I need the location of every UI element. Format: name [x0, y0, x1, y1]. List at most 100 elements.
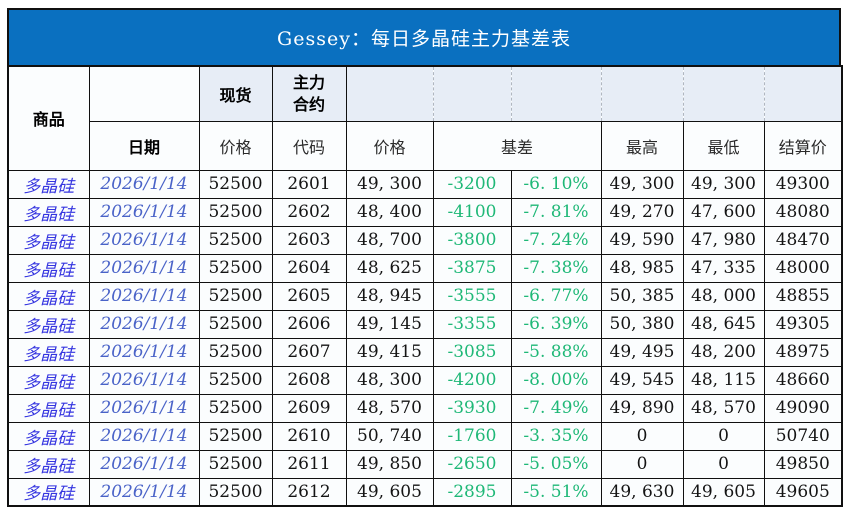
col-header-date: 日期 — [88, 120, 200, 171]
cell-price: 48, 700 — [345, 225, 434, 255]
cell-basis-percent: -3. 35% — [510, 421, 602, 451]
cell-basis: -4100 — [432, 197, 512, 227]
cell-spot-price: 52500 — [198, 309, 273, 339]
cell-basis-percent: -7. 81% — [510, 197, 602, 227]
basis-table: 商品 现货 主力 合约 日期 价格 代码 价格 基差 最高 — [7, 65, 843, 507]
cell-low: 49, 605 — [682, 477, 765, 507]
cell-product: 多晶硅 — [7, 477, 90, 507]
cell-price: 48, 625 — [345, 253, 434, 283]
cell-date: 2026/1/14 — [88, 449, 200, 479]
cell-spot-price: 52500 — [198, 449, 273, 479]
cell-basis-percent: -6. 77% — [510, 281, 602, 311]
cell-settlement: 49300 — [763, 169, 843, 199]
cell-settlement: 49605 — [763, 477, 843, 507]
cell-date: 2026/1/14 — [88, 337, 200, 367]
cell-settlement: 48000 — [763, 253, 843, 283]
cell-basis: -2895 — [432, 477, 512, 507]
cell-spot-price: 52500 — [198, 477, 273, 507]
cell-basis: -3085 — [432, 337, 512, 367]
cell-low: 49, 300 — [682, 169, 765, 199]
header-cell-empty-above-date — [88, 65, 200, 122]
cell-spot-price: 52500 — [198, 169, 273, 199]
cell-basis: -3355 — [432, 309, 512, 339]
cell-contract-code: 2602 — [271, 197, 347, 227]
col-header-spot: 现货 — [198, 65, 273, 122]
cell-high: 49, 590 — [600, 225, 684, 255]
table-row: 多晶硅 2026/1/14 52500 2605 48, 945 -3555 -… — [7, 281, 843, 311]
cell-spot-price: 52500 — [198, 393, 273, 423]
cell-spot-price: 52500 — [198, 225, 273, 255]
cell-date: 2026/1/14 — [88, 225, 200, 255]
cell-basis: -4200 — [432, 365, 512, 395]
header-cell-empty-5 — [682, 65, 764, 122]
cell-high: 49, 545 — [600, 365, 684, 395]
cell-contract-code: 2604 — [271, 253, 347, 283]
header-row-bottom: 日期 价格 代码 价格 基差 最高 最低 结算价 — [8, 120, 843, 171]
header-cell-empty-3 — [510, 65, 601, 122]
cell-low: 47, 980 — [682, 225, 765, 255]
header-cell-empty-4 — [600, 65, 683, 122]
cell-settlement: 48975 — [763, 337, 843, 367]
cell-product: 多晶硅 — [7, 225, 90, 255]
cell-price: 49, 415 — [345, 337, 434, 367]
table-header: 商品 现货 主力 合约 日期 价格 代码 价格 基差 最高 — [7, 65, 843, 171]
cell-basis-percent: -6. 39% — [510, 309, 602, 339]
table-row: 多晶硅 2026/1/14 52500 2603 48, 700 -3800 -… — [7, 225, 843, 255]
cell-date: 2026/1/14 — [88, 393, 200, 423]
cell-product: 多晶硅 — [7, 365, 90, 395]
cell-date: 2026/1/14 — [88, 197, 200, 227]
cell-contract-code: 2603 — [271, 225, 347, 255]
col-header-price: 价格 — [345, 120, 434, 171]
cell-settlement: 49850 — [763, 449, 843, 479]
cell-low: 48, 570 — [682, 393, 765, 423]
cell-product: 多晶硅 — [7, 393, 90, 423]
cell-date: 2026/1/14 — [88, 253, 200, 283]
cell-price: 48, 945 — [345, 281, 434, 311]
header-cell-empty-6 — [763, 65, 843, 122]
cell-high: 49, 300 — [600, 169, 684, 199]
cell-basis: -1760 — [432, 421, 512, 451]
cell-spot-price: 52500 — [198, 281, 273, 311]
cell-product: 多晶硅 — [7, 281, 90, 311]
cell-settlement: 48660 — [763, 365, 843, 395]
cell-high: 0 — [600, 421, 684, 451]
table-row: 多晶硅 2026/1/14 52500 2608 48, 300 -4200 -… — [7, 365, 843, 395]
cell-basis-percent: -7. 38% — [510, 253, 602, 283]
header-cell-empty-1 — [345, 65, 433, 122]
cell-basis: -3555 — [432, 281, 512, 311]
cell-basis: -2650 — [432, 449, 512, 479]
cell-high: 49, 495 — [600, 337, 684, 367]
cell-price: 48, 400 — [345, 197, 434, 227]
cell-price: 49, 605 — [345, 477, 434, 507]
cell-settlement: 48470 — [763, 225, 843, 255]
cell-contract-code: 2605 — [271, 281, 347, 311]
cell-spot-price: 52500 — [198, 365, 273, 395]
cell-price: 49, 300 — [345, 169, 434, 199]
table-row: 多晶硅 2026/1/14 52500 2610 50, 740 -1760 -… — [7, 421, 843, 451]
cell-low: 48, 200 — [682, 337, 765, 367]
table-row: 多晶硅 2026/1/14 52500 2606 49, 145 -3355 -… — [7, 309, 843, 339]
cell-contract-code: 2601 — [271, 169, 347, 199]
col-header-low: 最低 — [682, 120, 765, 171]
cell-basis-percent: -5. 05% — [510, 449, 602, 479]
cell-product: 多晶硅 — [7, 197, 90, 227]
cell-contract-code: 2609 — [271, 393, 347, 423]
table-row: 多晶硅 2026/1/14 52500 2604 48, 625 -3875 -… — [7, 253, 843, 283]
col-header-contract-code: 代码 — [271, 120, 347, 171]
cell-spot-price: 52500 — [198, 197, 273, 227]
col-header-product: 商品 — [7, 65, 90, 171]
cell-settlement: 49305 — [763, 309, 843, 339]
cell-high: 49, 270 — [600, 197, 684, 227]
cell-settlement: 48855 — [763, 281, 843, 311]
cell-contract-code: 2608 — [271, 365, 347, 395]
cell-price: 48, 300 — [345, 365, 434, 395]
cell-low: 48, 115 — [682, 365, 765, 395]
cell-high: 49, 630 — [600, 477, 684, 507]
main-contract-line1: 主力 — [292, 72, 325, 92]
cell-price: 48, 570 — [345, 393, 434, 423]
cell-product: 多晶硅 — [7, 253, 90, 283]
col-header-settlement: 结算价 — [763, 120, 843, 171]
cell-basis-percent: -7. 24% — [510, 225, 602, 255]
cell-high: 50, 385 — [600, 281, 684, 311]
